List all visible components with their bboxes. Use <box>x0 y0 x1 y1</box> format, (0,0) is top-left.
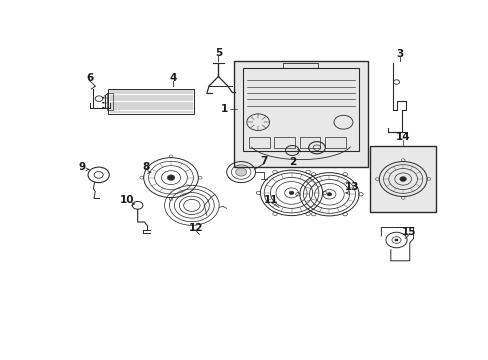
Bar <box>369 146 435 212</box>
Text: 14: 14 <box>395 132 409 143</box>
Text: 6: 6 <box>86 73 93 83</box>
Circle shape <box>288 191 293 195</box>
Bar <box>233 61 367 167</box>
Circle shape <box>326 193 331 196</box>
Text: 12: 12 <box>188 222 203 233</box>
Bar <box>248 137 269 148</box>
Bar <box>325 137 345 148</box>
Text: 11: 11 <box>264 195 278 205</box>
Text: 8: 8 <box>142 162 150 172</box>
Bar <box>243 68 358 151</box>
Text: 7: 7 <box>260 156 267 166</box>
Bar <box>106 93 113 110</box>
Text: 15: 15 <box>401 227 415 237</box>
Bar <box>299 137 320 148</box>
Text: 5: 5 <box>214 48 222 58</box>
Text: 4: 4 <box>169 73 176 83</box>
Circle shape <box>102 102 104 103</box>
Circle shape <box>394 239 398 242</box>
Bar <box>108 89 193 114</box>
Bar <box>274 137 294 148</box>
Circle shape <box>167 175 175 180</box>
Text: 3: 3 <box>396 49 403 59</box>
Text: 13: 13 <box>344 183 359 192</box>
Circle shape <box>102 97 104 99</box>
Text: 10: 10 <box>120 195 134 205</box>
Text: 1: 1 <box>220 104 227 114</box>
Circle shape <box>235 168 246 176</box>
Circle shape <box>102 107 104 108</box>
Circle shape <box>399 177 406 181</box>
Text: 9: 9 <box>78 162 85 172</box>
Text: 2: 2 <box>288 157 295 167</box>
